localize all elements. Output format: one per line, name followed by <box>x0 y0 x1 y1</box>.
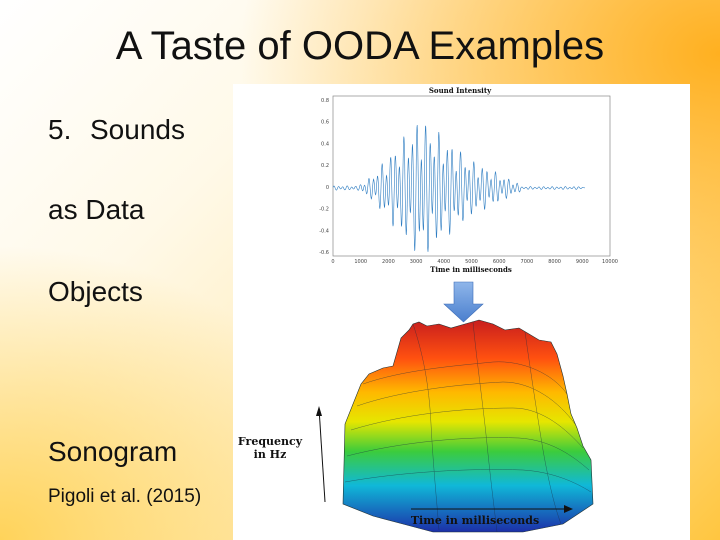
bullet-as-data: as Data <box>48 194 145 225</box>
x-axis-arrowhead-icon <box>564 505 573 513</box>
bullet-sonogram: Sonogram <box>48 436 178 467</box>
waveform-ytick: 0.2 <box>321 163 329 169</box>
bullet-number: 5. <box>48 114 72 145</box>
bullet-sounds: 5. Sounds <box>48 114 185 146</box>
waveform-xtick: 3000 <box>410 259 423 265</box>
bullet-objects: Objects <box>48 276 143 307</box>
waveform-plot: Sound Intensity 0.8 0.6 0.4 0.2 0 -0.2 -0.4 -0.… <box>319 86 618 274</box>
waveform-xtick: 6000 <box>493 259 506 265</box>
sonogram-xlabel: Time in milliseconds <box>411 514 539 527</box>
sound-figure: Sound Intensity 0.8 0.6 0.4 0.2 0 -0.2 -0.4 -0.… <box>233 84 690 540</box>
waveform-yticks: 0.8 0.6 0.4 0.2 0 -0.2 -0.4 -0.6 <box>319 98 329 256</box>
slide-title: A Taste of OODA Examples <box>115 24 605 68</box>
sonogram-ridges <box>344 321 592 533</box>
waveform-xticks: 0 1000 2000 3000 4000 5000 6000 7000 8000 9000 100… <box>331 259 618 265</box>
sonogram-plot: Frequency in Hz Time in milliseconds <box>238 319 594 533</box>
waveform-xtick: 1000 <box>354 259 367 265</box>
waveform-ytick: -0.6 <box>319 250 329 256</box>
waveform-xtick: 10000 <box>602 259 618 265</box>
y-axis-arrowhead-icon <box>316 406 322 416</box>
waveform-xtick: 4000 <box>437 259 450 265</box>
waveform-ytick: 0 <box>326 185 329 191</box>
citation: Pigoli et al. (2015) <box>48 486 202 507</box>
waveform-xtick: 2000 <box>382 259 395 265</box>
waveform-xtick: 8000 <box>548 259 561 265</box>
waveform-ytick: 0.8 <box>321 98 329 104</box>
waveform-xtick: 9000 <box>576 259 589 265</box>
waveform-xtick: 0 <box>331 259 334 265</box>
waveform-xtick: 5000 <box>465 259 478 265</box>
waveform-ytick: 0.6 <box>321 120 329 126</box>
waveform-ytick: -0.4 <box>319 228 329 234</box>
down-arrow-icon <box>443 281 484 323</box>
waveform-line <box>332 124 586 252</box>
sonogram-y-axis <box>318 407 326 503</box>
waveform-frame <box>332 95 611 257</box>
sonogram-ylabel-line2: in Hz <box>254 448 287 461</box>
waveform-ytick: 0.4 <box>321 141 329 147</box>
sonogram-surface <box>342 319 594 533</box>
waveform-xlabel: Time in milliseconds <box>430 265 512 274</box>
sonogram-ylabel-line1: Frequency <box>238 435 303 448</box>
waveform-ytick: -0.2 <box>319 207 329 213</box>
figure-svg: Sound Intensity 0.8 0.6 0.4 0.2 0 -0.2 -0.4 -0.… <box>238 86 618 533</box>
waveform-xtick: 7000 <box>521 259 534 265</box>
bullet-text: Sounds <box>90 114 185 145</box>
waveform-title: Sound Intensity <box>429 86 492 95</box>
